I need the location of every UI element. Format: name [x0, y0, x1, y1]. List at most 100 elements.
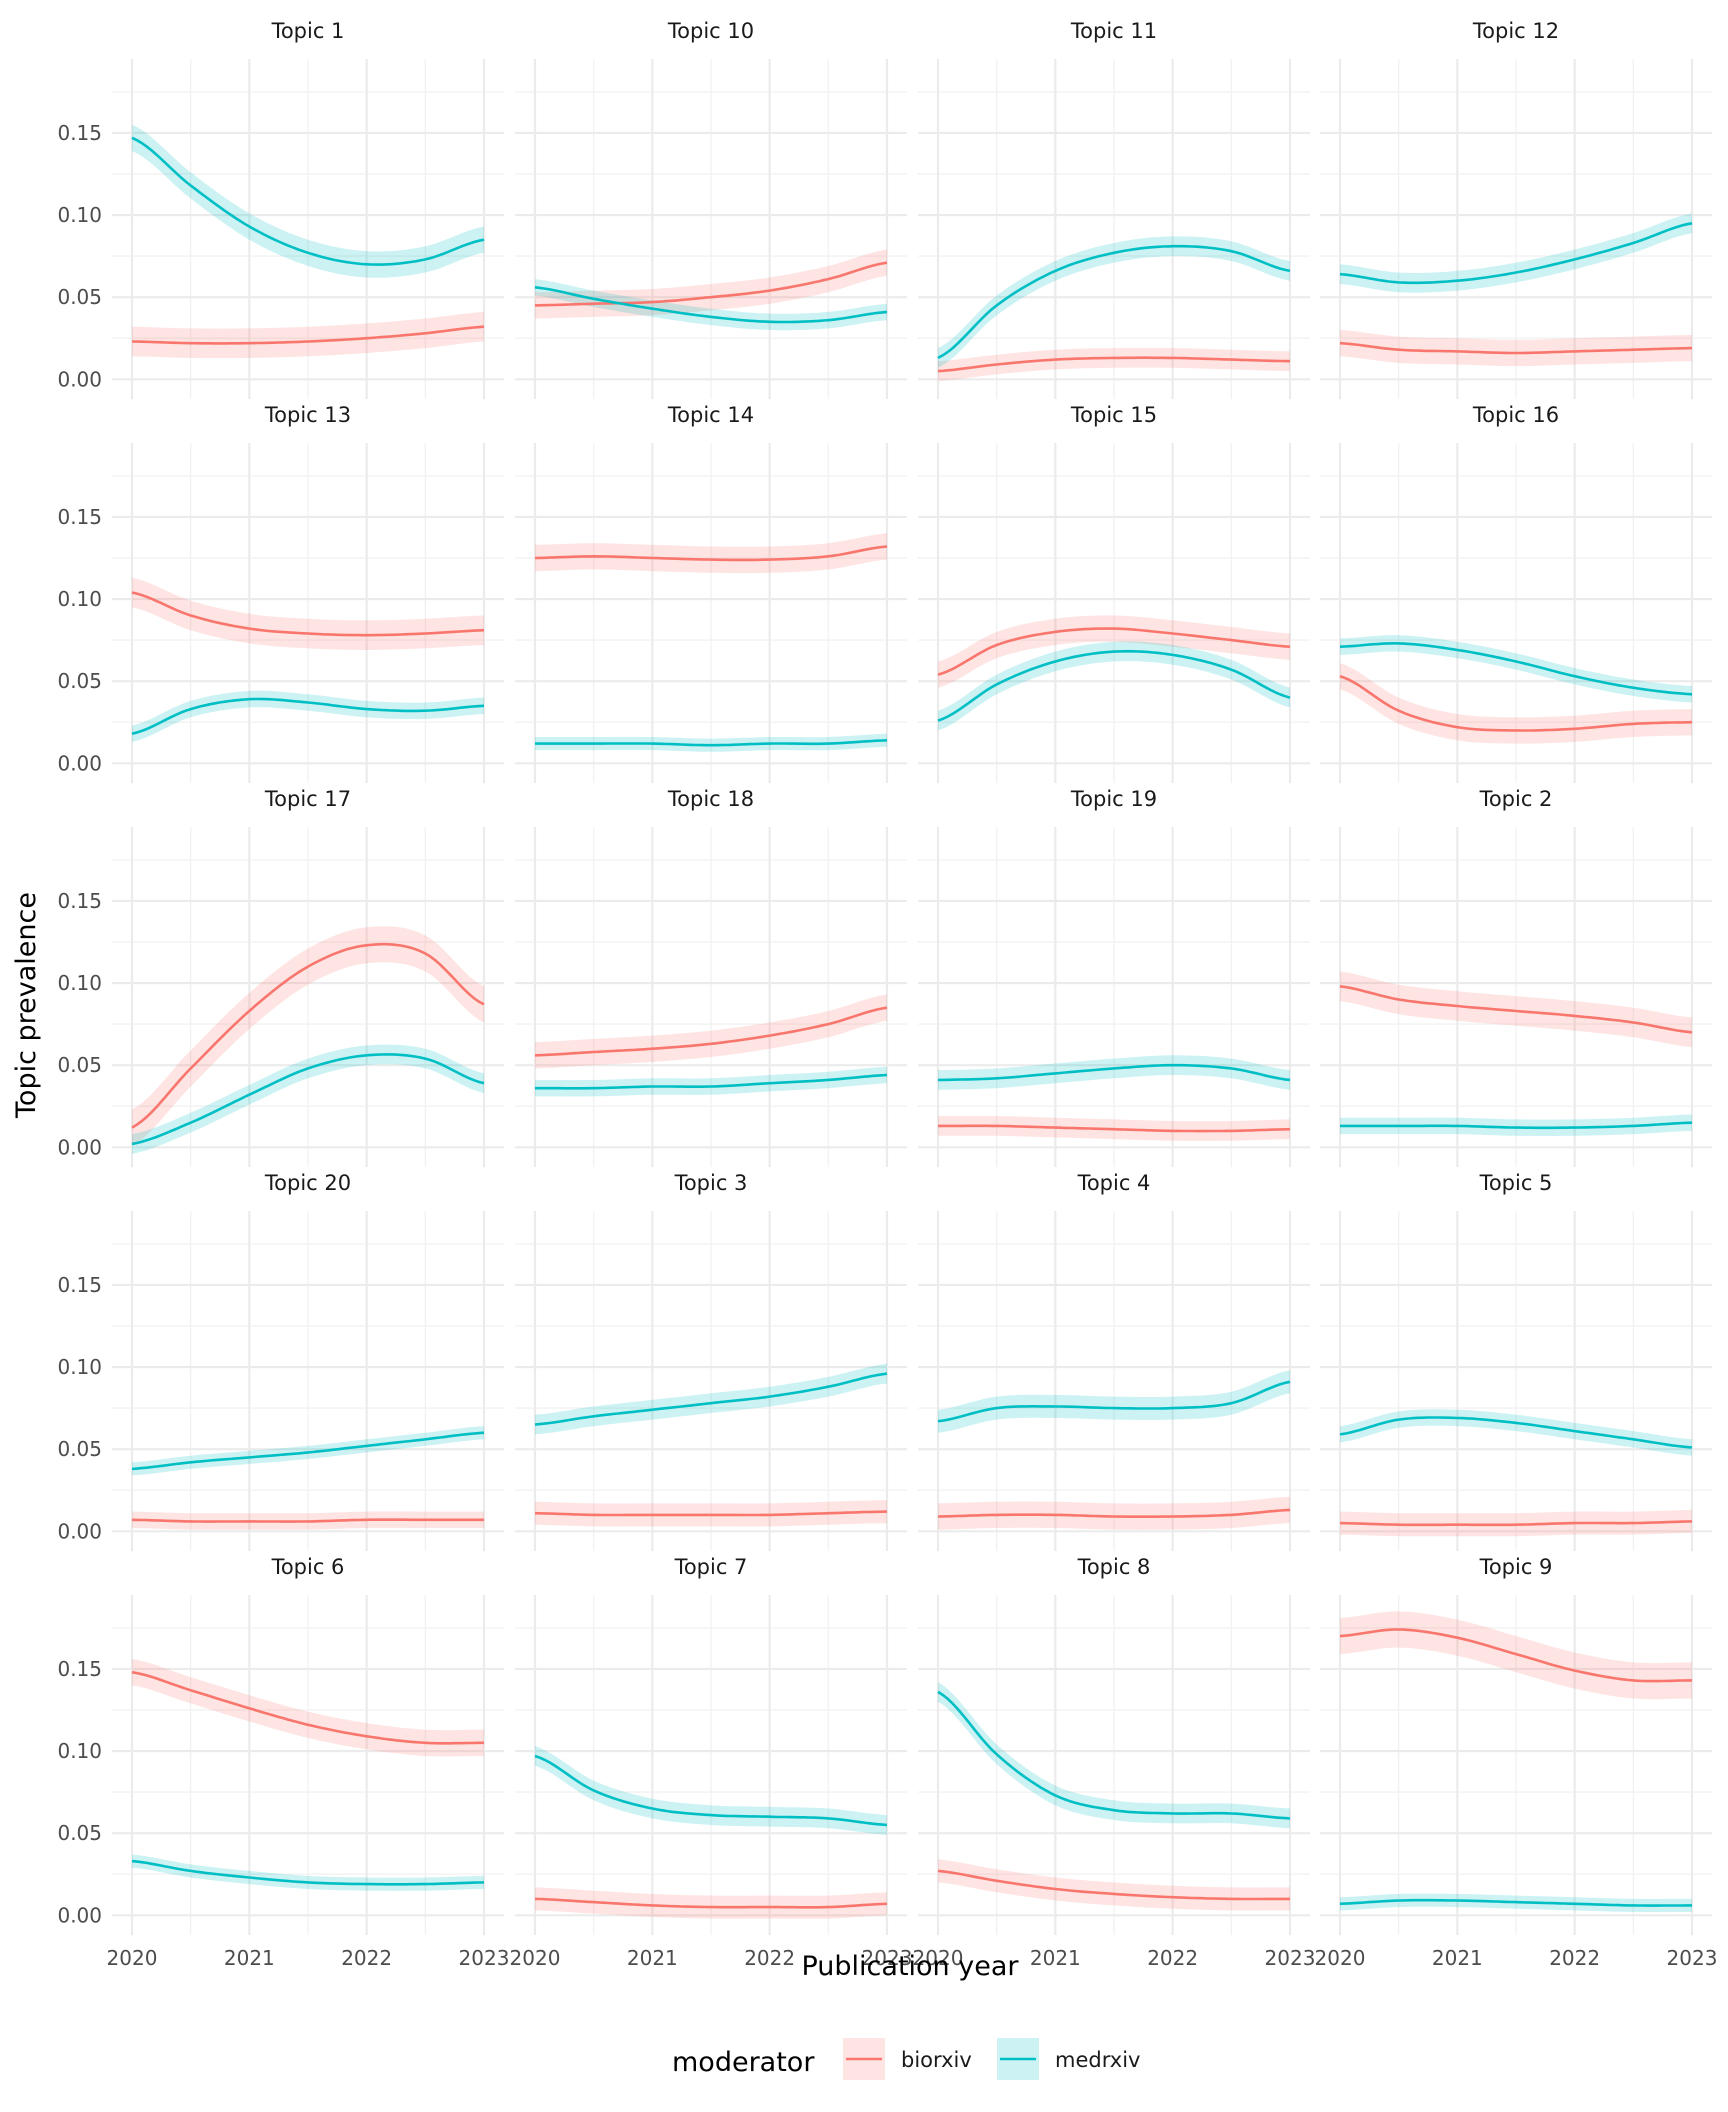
y-tick-label: 0.10	[57, 1355, 102, 1379]
confidence-band-medrxiv	[1340, 213, 1692, 293]
panel-topic-20: Topic 20 0.00 0.05 0.10 0.15	[57, 1171, 504, 1551]
y-tick-label: 0.05	[57, 1053, 102, 1077]
panel-grid	[1320, 1211, 1712, 1551]
series-line-biorxiv	[937, 1508, 1291, 1518]
legend-label: medrxiv	[1055, 2048, 1140, 2072]
legend-title: moderator	[672, 2047, 815, 2078]
y-tick-label: 0.00	[57, 751, 102, 775]
panel-topic-7: Topic 7 2020 2021 2022 2023	[510, 1555, 913, 1970]
series-line-medrxiv	[1339, 641, 1693, 696]
y-tick-label: 0.15	[57, 1273, 102, 1297]
series-line-biorxiv	[1339, 1520, 1693, 1527]
series-line-medrxiv	[131, 1859, 485, 1886]
panel-grid	[1320, 59, 1712, 399]
panel-topic-1: Topic 1 0.00 0.05 0.10 0.15	[57, 19, 504, 399]
panel-title: Topic 20	[264, 1171, 351, 1195]
confidence-band-biorxiv	[1340, 1509, 1692, 1537]
series-line-medrxiv	[1340, 1121, 1693, 1130]
confidence-band-biorxiv	[132, 1659, 484, 1757]
confidence-band-medrxiv	[938, 1682, 1290, 1829]
confidence-band-medrxiv	[1340, 1409, 1692, 1456]
panel-topic-12: Topic 12	[1320, 19, 1712, 399]
legend-label: biorxiv	[901, 2048, 972, 2072]
panel-grid	[112, 827, 504, 1167]
panel-grid	[918, 827, 1310, 1167]
confidence-band-biorxiv	[535, 1500, 887, 1527]
y-tick-label: 0.15	[57, 121, 102, 145]
y-tick-label: 0.05	[57, 669, 102, 693]
series-line-biorxiv	[937, 1869, 1290, 1901]
x-tick-label: 2020	[1315, 1946, 1366, 1970]
y-tick-label: 0.00	[57, 1135, 102, 1159]
confidence-band-biorxiv	[535, 1887, 887, 1919]
confidence-band-medrxiv	[535, 1746, 887, 1835]
series-line-biorxiv	[131, 325, 485, 345]
x-tick-label: 2020	[107, 1946, 158, 1970]
x-tick-label: 2021	[224, 1946, 275, 1970]
x-tick-label: 2023	[1265, 1946, 1316, 1970]
x-tick-label: 2023	[1667, 1946, 1718, 1970]
series-line-biorxiv	[937, 356, 1291, 373]
series-line-biorxiv	[1339, 341, 1693, 355]
panel-topic-4: Topic 4	[918, 1171, 1310, 1551]
panel-title: Topic 17	[264, 787, 351, 811]
series-line-biorxiv	[937, 627, 1291, 676]
series-line-biorxiv	[1339, 985, 1693, 1034]
y-tick-label: 0.10	[57, 587, 102, 611]
panel-title: Topic 6	[271, 1555, 345, 1579]
series-line-biorxiv	[1339, 1628, 1692, 1683]
series-line-medrxiv	[1339, 222, 1693, 285]
panel-topic-14: Topic 14	[515, 403, 907, 783]
panel-grid	[918, 443, 1310, 783]
panel-grid	[112, 1211, 504, 1551]
y-axis-title: Topic prevalence	[11, 892, 42, 1119]
series-line-medrxiv	[937, 244, 1291, 360]
panel-topic-13: Topic 13 0.00 0.05 0.10 0.15	[57, 403, 504, 783]
series-line-medrxiv	[535, 1073, 888, 1090]
panel-title: Topic 5	[1479, 1171, 1553, 1195]
confidence-band-medrxiv	[132, 1044, 484, 1154]
confidence-band-medrxiv	[132, 124, 484, 278]
panel-grid	[515, 59, 907, 399]
series-line-biorxiv	[534, 545, 888, 562]
confidence-band-medrxiv	[535, 733, 887, 752]
confidence-band-biorxiv	[1340, 971, 1692, 1048]
series-line-medrxiv	[937, 649, 1291, 722]
x-tick-label: 2023	[459, 1946, 510, 1970]
panel-grid	[918, 1211, 1310, 1551]
panel-title: Topic 4	[1077, 1171, 1151, 1195]
series-line-biorxiv	[131, 1518, 484, 1523]
confidence-band-medrxiv	[535, 279, 887, 331]
panel-title: Topic 15	[1070, 403, 1157, 427]
panel-topic-19: Topic 19	[918, 787, 1310, 1167]
confidence-band-biorxiv	[132, 311, 484, 359]
confidence-band-biorxiv	[535, 533, 887, 574]
y-tick-label: 0.15	[57, 889, 102, 913]
series-line-medrxiv	[534, 1754, 888, 1827]
series-line-medrxiv	[131, 1053, 485, 1146]
panels-layer: Topic 1 0.00 0.05 0.10 0.15 Topic 10 Topic 11 T…	[57, 19, 1717, 1970]
legend-item-medrxiv: medrxiv	[997, 2038, 1140, 2080]
panel-topic-8: Topic 8 2020 2021 2022 2023	[913, 1555, 1316, 1970]
panel-title: Topic 8	[1077, 1555, 1151, 1579]
series-line-medrxiv	[534, 1372, 888, 1426]
confidence-band-medrxiv	[132, 1854, 484, 1891]
series-line-biorxiv	[938, 1124, 1291, 1133]
panel-title: Topic 19	[1070, 787, 1157, 811]
panel-title: Topic 11	[1070, 19, 1157, 43]
series-line-medrxiv	[131, 1431, 485, 1471]
panel-title: Topic 7	[674, 1555, 748, 1579]
series-line-medrxiv	[131, 697, 485, 735]
series-line-medrxiv	[1339, 1898, 1692, 1907]
x-tick-label: 2021	[627, 1946, 678, 1970]
confidence-band-biorxiv	[1340, 663, 1692, 744]
panel-grid	[1320, 827, 1712, 1167]
y-tick-label: 0.10	[57, 971, 102, 995]
x-tick-label: 2022	[744, 1946, 795, 1970]
x-tick-label: 2020	[510, 1946, 561, 1970]
panel-grid	[112, 443, 504, 783]
series-line-biorxiv	[534, 1897, 888, 1909]
y-tick-label: 0.10	[57, 203, 102, 227]
series-line-biorxiv	[131, 1670, 484, 1745]
